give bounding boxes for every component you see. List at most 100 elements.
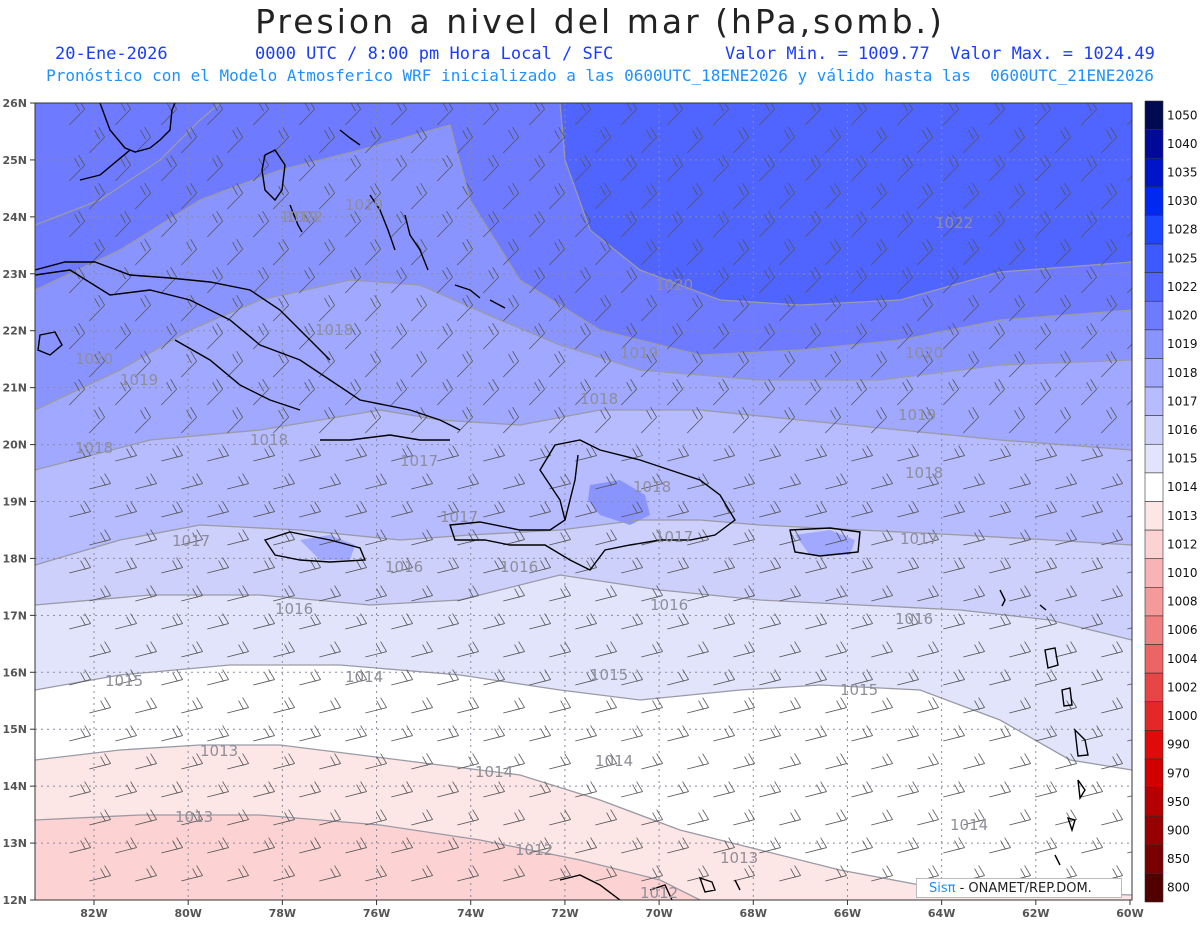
lat-label: 21N xyxy=(2,382,27,395)
isobar-label: 1018 xyxy=(580,390,618,408)
colorbar-swatch xyxy=(1144,443,1164,474)
isobar-label: 1016 xyxy=(500,558,538,576)
isobar-label: 1014 xyxy=(950,816,988,834)
colorbar-label: 1002 xyxy=(1167,680,1198,694)
colorbar-label: 1016 xyxy=(1167,423,1198,437)
lon-label: 82W xyxy=(80,907,107,920)
colorbar-label: 1010 xyxy=(1167,566,1198,580)
colorbar-label: 1012 xyxy=(1167,537,1198,551)
colorbar-label: 1018 xyxy=(1167,366,1198,380)
colorbar-label: 1006 xyxy=(1167,623,1198,637)
colorbar-swatch xyxy=(1144,157,1164,188)
colorbar-swatch xyxy=(1144,644,1164,674)
lat-label: 22N xyxy=(2,325,27,338)
lon-label: 70W xyxy=(645,907,672,920)
colorbar-label: 1013 xyxy=(1167,509,1198,523)
colorbar-swatch xyxy=(1144,215,1164,245)
valid-time: 0000 UTC / 8:00 pm Hora Local / SFC xyxy=(255,44,614,64)
isobar-label: 1015 xyxy=(840,681,878,699)
colorbar-label: 1008 xyxy=(1167,595,1198,609)
pressure-colorbar: 1050 1040 1035 1030 1028 1025 1022 1020 1019 1018… xyxy=(1144,100,1198,903)
colorbar-swatch xyxy=(1144,386,1164,416)
model-subtitle: Pronóstico con el Modelo Atmosferico WRF… xyxy=(46,66,1154,85)
isobar-label: 1017 xyxy=(440,508,478,526)
lat-label: 20N xyxy=(2,439,27,452)
colorbar-label: 1017 xyxy=(1167,394,1198,408)
colorbar-label: 1022 xyxy=(1167,280,1198,294)
isobar-label: 1018 xyxy=(250,431,288,449)
lon-label: 72W xyxy=(551,907,578,920)
lat-label: 15N xyxy=(2,723,27,736)
isobar-label: 1014 xyxy=(595,752,633,770)
colorbar-label: 1020 xyxy=(1167,309,1198,323)
isobar-label: 1012 xyxy=(640,884,678,902)
colorbar-label: 1014 xyxy=(1167,480,1198,494)
colorbar-label: 1019 xyxy=(1167,337,1198,351)
colorbar-swatch xyxy=(1144,672,1164,703)
isobar-label: 1016 xyxy=(895,610,933,628)
colorbar-swatch xyxy=(1144,730,1164,760)
colorbar-swatch xyxy=(1144,358,1164,388)
isobar-label: 1022 xyxy=(935,214,973,232)
isobar-label: 1016 xyxy=(650,596,688,614)
isobar-label: 1019 xyxy=(120,371,158,389)
colorbar-swatch xyxy=(1144,100,1164,130)
longitude-labels: 82W 80W 78W 76W 74W 72W 70W 68W 66W 64W 62W 60W xyxy=(80,900,1144,920)
isobar-label: 1014 xyxy=(345,668,383,686)
isobar-labels: 1022 1022 1020 1020 1020 1019 1019 1019 1019 1019… xyxy=(75,196,988,902)
colorbar-swatch xyxy=(1144,243,1164,273)
colorbar-label: 1028 xyxy=(1167,223,1198,237)
lon-label: 68W xyxy=(740,907,767,920)
colorbar-swatch xyxy=(1144,472,1164,502)
min-max-values: Valor Min. = 1009.77 Valor Max. = 1024.4… xyxy=(725,44,1155,64)
lat-label: 19N xyxy=(2,496,27,509)
colorbar-label: 990 xyxy=(1167,738,1190,752)
colorbar-swatch xyxy=(1144,787,1164,817)
colorbar-label: 1025 xyxy=(1167,251,1198,265)
isobar-label: 1013 xyxy=(175,808,213,826)
latitude-labels: 26N 25N 24N 23N 22N 21N 20N 19N 18N 17N 16N 15N 14N 1… xyxy=(2,97,35,907)
colorbar-swatch xyxy=(1144,587,1164,617)
credit-text: - ONAMET/REP.DOM. xyxy=(955,881,1092,896)
isobar-label: 1017 xyxy=(172,532,210,550)
colorbar-swatch xyxy=(1144,701,1164,731)
colorbar-swatch xyxy=(1144,129,1164,159)
isobar-label: 1013 xyxy=(720,849,758,867)
lon-label: 64W xyxy=(928,907,955,920)
isobar-label: 1016 xyxy=(275,600,313,618)
lon-label: 76W xyxy=(363,907,390,920)
colorbar-swatch xyxy=(1144,186,1164,216)
colorbar-swatch xyxy=(1144,272,1164,302)
isobar-lines xyxy=(35,103,1132,900)
lat-label: 16N xyxy=(2,666,27,679)
colorbar-label: 1000 xyxy=(1167,709,1198,723)
colorbar-label: 1004 xyxy=(1167,652,1198,666)
colorbar-swatch xyxy=(1144,815,1164,846)
colorbar-label: 900 xyxy=(1167,823,1190,837)
isobar-label: 1017 xyxy=(400,452,438,470)
lat-label: 25N xyxy=(2,154,27,167)
credit-box: Sisπ - ONAMET/REP.DOM. xyxy=(916,878,1122,898)
colorbar-label: 1040 xyxy=(1167,137,1198,151)
colorbar-swatch xyxy=(1144,758,1164,788)
lat-label: 24N xyxy=(2,211,27,224)
isobar-label: 1019 xyxy=(345,196,383,214)
colorbar-swatch xyxy=(1144,501,1164,531)
isobar-label: 1020 xyxy=(905,344,943,362)
colorbar-label: 1035 xyxy=(1167,166,1198,180)
isobar-label: 1018 xyxy=(315,321,353,339)
isobar-label: 1017 xyxy=(900,530,938,548)
colorbar-label: 1015 xyxy=(1167,452,1198,466)
lat-label: 13N xyxy=(2,837,27,850)
lon-label: 60W xyxy=(1116,907,1143,920)
colorbar-label: 800 xyxy=(1167,881,1190,895)
lat-label: 17N xyxy=(2,609,27,622)
map-title: Presion a nivel del mar (hPa,somb.) xyxy=(255,2,945,41)
lon-label: 78W xyxy=(269,907,296,920)
isobar-label: 1015 xyxy=(105,672,143,690)
lat-label: 14N xyxy=(2,780,27,793)
lat-lon-grid xyxy=(35,103,1132,900)
isobar-label: 1019 xyxy=(898,406,936,424)
colorbar-swatch xyxy=(1144,558,1164,588)
